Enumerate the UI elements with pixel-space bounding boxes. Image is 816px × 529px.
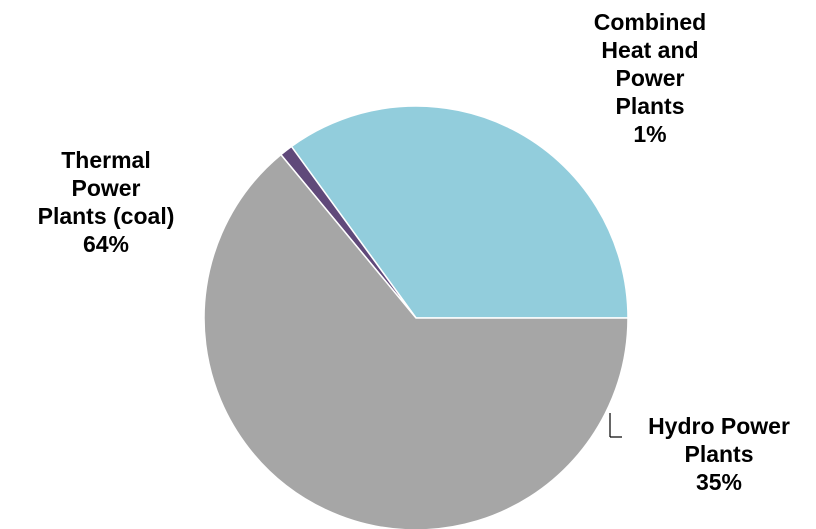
hydro-power-slice [290, 105, 629, 319]
chp-label-line-3: Power [615, 65, 685, 91]
hydro-label-line-1: Hydro Power [648, 413, 790, 439]
thermal-power-slice [203, 153, 629, 529]
chp-label-line-2: Heat and [601, 37, 699, 63]
thermal-value-label: 64% [82, 231, 130, 257]
pie-slices [203, 105, 629, 529]
chp-label-line-4: Plants [615, 93, 685, 119]
combined-heat-power-plants-label: Combined Heat and Power Plants 1% [560, 8, 740, 148]
chp-value-label: 1% [633, 121, 667, 147]
thermal-label-line-2: Power [71, 175, 141, 201]
thermal-label-line-1: Thermal [61, 147, 151, 173]
hydro-value-label: 35% [695, 469, 743, 495]
hydro-label-line-2: Plants [684, 441, 754, 467]
chp-label-line-1: Combined [593, 9, 707, 35]
hydro-power-plants-label: Hydro Power Plants 35% [624, 412, 814, 496]
thermal-label-line-3: Plants (coal) [37, 203, 175, 229]
thermal-power-plants-label: Thermal Power Plants (coal) 64% [16, 146, 196, 258]
